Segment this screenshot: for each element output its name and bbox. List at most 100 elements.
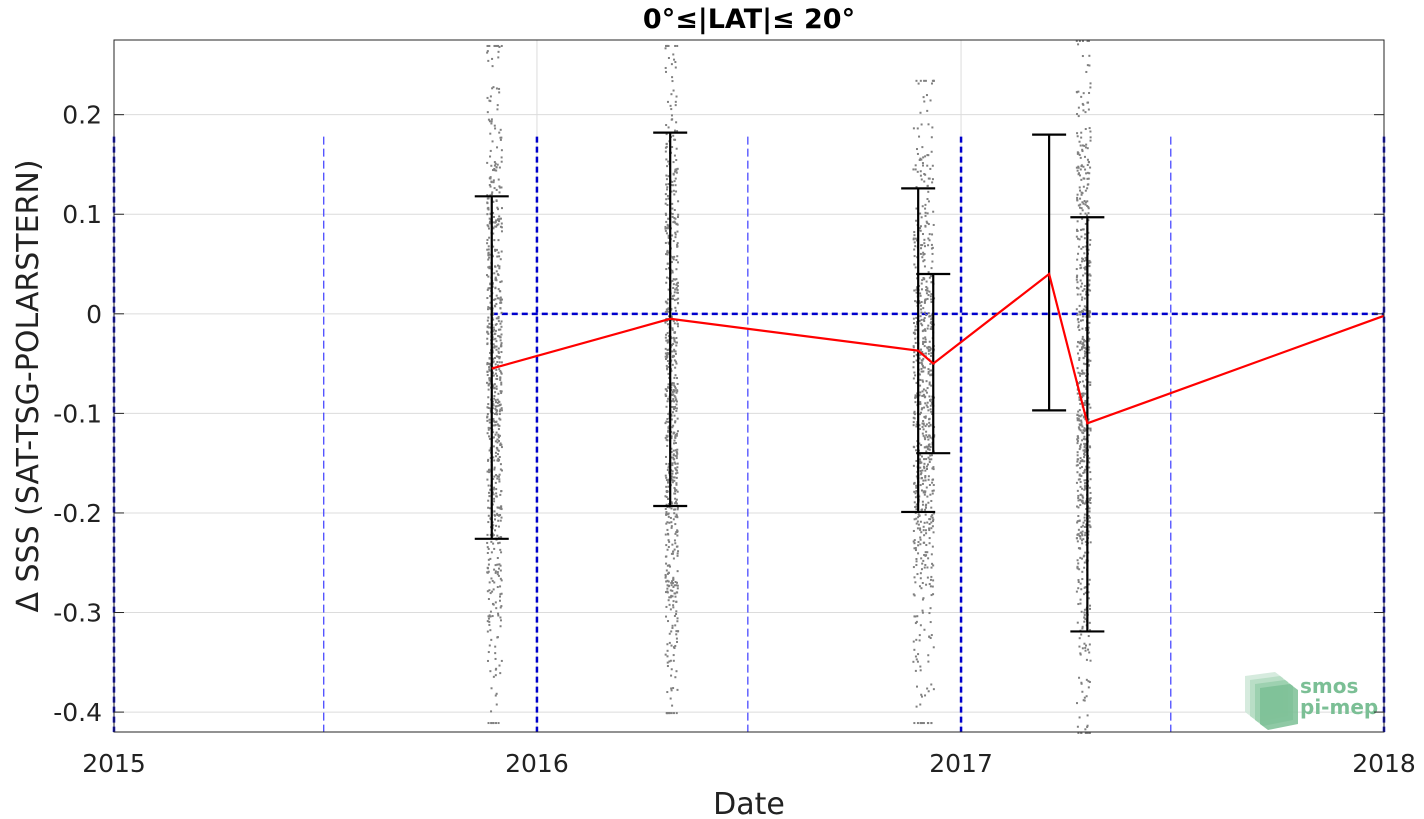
scatter-point (498, 480, 501, 483)
scatter-point (927, 324, 930, 327)
scatter-point (1079, 349, 1082, 352)
scatter-point (1082, 341, 1085, 344)
scatter-point (676, 130, 679, 133)
scatter-point (488, 589, 491, 592)
scatter-point (495, 607, 498, 610)
scatter-point (932, 531, 935, 534)
scatter-point (487, 326, 490, 329)
scatter-point (919, 577, 922, 580)
scatter-point (927, 425, 930, 428)
scatter-point (913, 722, 916, 725)
scatter-point (499, 672, 502, 675)
scatter-point (670, 521, 673, 524)
scatter-point (666, 444, 669, 447)
scatter-point (931, 489, 934, 492)
scatter-point (492, 86, 495, 89)
scatter-point (1081, 439, 1084, 442)
scatter-point (924, 476, 927, 479)
scatter-point (920, 361, 923, 364)
scatter-point (929, 445, 932, 448)
scatter-point (673, 486, 676, 489)
scatter-point (1081, 496, 1084, 499)
scatter-point (915, 449, 918, 452)
scatter-point (665, 354, 668, 357)
scatter-point (493, 44, 496, 47)
scatter-point (494, 694, 497, 697)
scatter-point (671, 234, 674, 237)
scatter-point (497, 392, 500, 395)
scatter-point (926, 551, 929, 554)
scatter-point (919, 174, 922, 177)
scatter-point (500, 390, 503, 393)
scatter-point (1079, 156, 1082, 159)
scatter-point (1076, 505, 1079, 508)
scatter-point (928, 177, 931, 180)
scatter-point (922, 366, 925, 369)
scatter-point (1080, 588, 1083, 591)
scatter-point (930, 320, 933, 323)
scatter-point (912, 464, 915, 467)
scatter-point (497, 449, 500, 452)
scatter-point (1083, 415, 1086, 418)
scatter-point (495, 420, 498, 423)
scatter-point (929, 349, 932, 352)
scatter-point (1078, 568, 1081, 571)
scatter-point (925, 280, 928, 283)
scatter-point (676, 322, 679, 325)
scatter-point (488, 366, 491, 369)
scatter-point (489, 155, 492, 158)
scatter-point (493, 383, 496, 386)
scatter-point (485, 381, 488, 384)
scatter-point (1087, 339, 1090, 342)
scatter-point (924, 329, 927, 332)
scatter-point (929, 424, 932, 427)
scatter-point (666, 341, 669, 344)
scatter-point (1077, 317, 1080, 320)
scatter-point (667, 545, 670, 548)
scatter-point (486, 96, 489, 99)
scatter-point (1078, 645, 1081, 648)
scatter-point (489, 132, 492, 135)
scatter-point (928, 448, 931, 451)
scatter-point (1081, 530, 1084, 533)
scatter-point (912, 168, 915, 171)
scatter-point (929, 167, 932, 170)
scatter-point (670, 414, 673, 417)
scatter-point (671, 481, 674, 484)
scatter-point (670, 447, 673, 450)
scatter-point (489, 615, 492, 618)
scatter-point (1083, 385, 1086, 388)
scatter-point (1089, 274, 1092, 277)
scatter-point (676, 230, 679, 233)
scatter-point (665, 503, 668, 506)
scatter-point (500, 516, 503, 519)
scatter-point (497, 475, 500, 478)
scatter-point (665, 124, 668, 127)
scatter-point (676, 534, 679, 537)
scatter-point (498, 357, 501, 360)
scatter-point (671, 624, 674, 627)
scatter-point (1081, 102, 1084, 105)
scatter-point (670, 114, 673, 117)
scatter-point (919, 624, 922, 627)
scatter-point (1083, 288, 1086, 291)
scatter-point (1089, 478, 1092, 481)
scatter-point (497, 519, 500, 522)
scatter-point (497, 317, 500, 320)
scatter-point (926, 687, 929, 690)
scatter-point (1079, 144, 1082, 147)
scatter-point (1080, 681, 1083, 684)
scatter-point (1084, 111, 1087, 114)
scatter-point (914, 549, 917, 552)
scatter-point (671, 626, 674, 629)
scatter-point (490, 193, 493, 196)
scatter-point (670, 450, 673, 453)
scatter-point (1081, 494, 1084, 497)
scatter-point (922, 388, 925, 391)
scatter-point (498, 436, 501, 439)
scatter-point (922, 340, 925, 343)
scatter-point (497, 404, 500, 407)
scatter-point (489, 213, 492, 216)
scatter-point (495, 87, 498, 90)
scatter-point (665, 178, 668, 181)
